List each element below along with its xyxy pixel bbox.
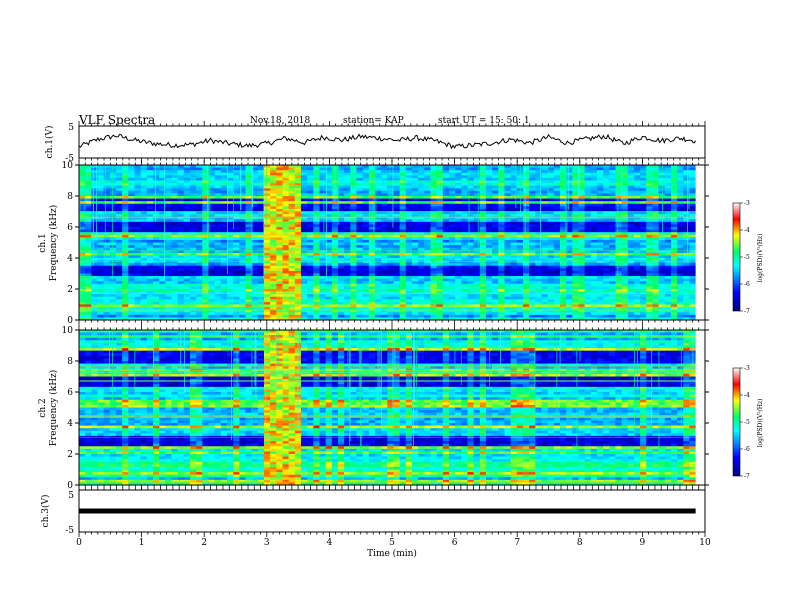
date-label: Nov.18, 2018 (250, 116, 311, 126)
x-axis-label: Time (min) (367, 548, 417, 559)
ch1-ytick-label: 8 (67, 192, 73, 202)
start-time-label: start UT = 15: 50: 1 (438, 116, 530, 126)
ch1-ytick-label: 6 (67, 223, 73, 233)
ch2-colorbar-tick: -6 (744, 446, 750, 453)
ch2-colorbar-tick: -5 (744, 419, 750, 426)
ch1-spectrogram-panel: 0 2 4 6 8 10 ch.1 Frequency (kHz) (38, 161, 709, 326)
x-tick-label: 8 (577, 538, 583, 548)
x-tick-label: 3 (264, 538, 270, 548)
ch1-spectrogram-image (79, 164, 705, 321)
ch1-colorbar-tick: -3 (744, 200, 750, 207)
ch1-ylabel: ch.1(V) (44, 126, 55, 159)
ch1-waveform-line (78, 133, 697, 150)
ch2-colorbar-label: log(PSD)(V²/Hz) (757, 399, 764, 448)
x-tick-label: 7 (514, 538, 520, 548)
ch1-colorbar-tick: -7 (744, 308, 750, 315)
ch2-ytick-label: 8 (67, 357, 73, 367)
ch1-ylabel-frequency: Frequency (kHz) (48, 205, 59, 282)
ch2-colorbar: -3 -4 -5 -6 -7 log(PSD)(V²/Hz) (732, 365, 764, 480)
ch2-ytick-label: 6 (67, 388, 73, 398)
ch1-waveform-panel: 5 -5 ch.1(V) (44, 123, 706, 164)
x-tick-label: 0 (76, 538, 82, 548)
ch1-ytick-label: 2 (67, 285, 73, 295)
figure-title: VLF Spectra (78, 113, 155, 127)
ch1-ytick-label: 0 (67, 316, 73, 326)
ch1-ytick-bottom: -5 (65, 154, 74, 164)
ch2-ytick-label: 10 (62, 326, 74, 336)
ch1-colorbar-tick: -6 (744, 281, 750, 288)
x-tick-label: 2 (201, 538, 207, 548)
x-tick-label: 6 (452, 538, 458, 548)
x-tick-label: 9 (640, 538, 646, 548)
ch2-colorbar-tick: -4 (744, 392, 750, 399)
x-tick-label: 10 (699, 538, 711, 548)
ch3-ytick-bottom: -5 (65, 526, 74, 536)
ch2-ytick-label: 0 (67, 481, 73, 491)
ch1-colorbar-label: log(PSD)(V²/Hz) (757, 234, 764, 283)
ch2-ylabel-frequency: Frequency (kHz) (48, 370, 59, 447)
x-axis: 0 1 2 3 4 5 6 7 8 9 10 (76, 121, 711, 548)
ch2-spectrogram-image (79, 330, 705, 486)
x-tick-label: 1 (139, 538, 145, 548)
ch2-colorbar-tick: -7 (744, 473, 750, 480)
ch2-ytick-label: 2 (67, 450, 73, 460)
ch2-ylabel-channel: ch.2 (38, 398, 48, 417)
ch1-colorbar-tick: -5 (744, 254, 750, 261)
ch1-ylabel-channel: ch.1 (38, 233, 48, 252)
ch1-ytick-label: 10 (62, 161, 74, 171)
ch3-ytick-top: 5 (68, 491, 74, 501)
ch2-spectrogram-panel: 0 2 4 6 8 10 ch.2 Frequency (kHz) (38, 326, 709, 491)
x-tick-label: 4 (327, 538, 333, 548)
ch1-colorbar: -3 -4 -5 -6 -7 log(PSD)(V²/Hz) (732, 200, 764, 315)
ch2-ytick-label: 4 (67, 419, 73, 429)
station-label: station= KAP (343, 116, 404, 126)
ch2-colorbar-tick: -3 (744, 365, 750, 372)
x-tick-label: 5 (389, 538, 395, 548)
ch1-ytick-top: 5 (68, 123, 74, 133)
ch3-waveform-panel: 5 -5 ch.3(V) (40, 489, 706, 536)
ch3-ylabel: ch.3(V) (40, 495, 51, 528)
ch1-colorbar-tick: -4 (744, 227, 750, 234)
ch1-ytick-label: 4 (67, 254, 73, 264)
